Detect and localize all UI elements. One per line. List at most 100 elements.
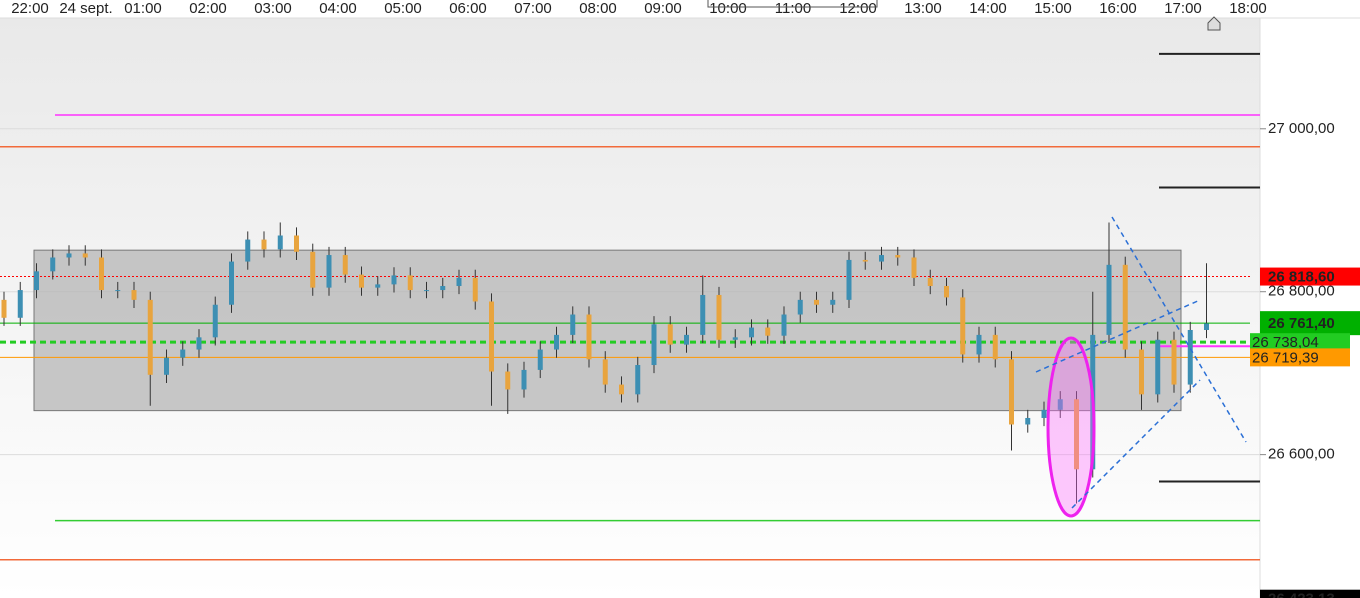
candle-body — [814, 299, 819, 305]
candle-body — [1025, 417, 1031, 425]
candle-body — [1204, 323, 1209, 330]
x-tick-label: 16:00 — [1099, 0, 1137, 17]
candle-body — [99, 257, 104, 291]
x-tick-label: 05:00 — [384, 0, 422, 17]
x-tick-label: 10:00 — [709, 0, 747, 17]
candle-body — [359, 274, 364, 288]
x-tick-label: 09:00 — [644, 0, 682, 17]
candle-body — [700, 294, 706, 335]
candle-body — [1009, 359, 1014, 425]
highlight-ellipse — [1046, 336, 1096, 518]
candle-body — [830, 299, 836, 305]
candle-body — [277, 235, 283, 250]
candle-body — [342, 255, 348, 275]
y-tick-label: 27 000,00 — [1268, 120, 1335, 137]
candle-body — [17, 290, 23, 318]
price-tag-label: 26 719,39 — [1252, 349, 1319, 366]
candle-body — [619, 384, 624, 395]
x-tick-label: 24 sept. — [59, 0, 112, 17]
candle-body — [960, 297, 966, 355]
price-tag-label: 26 423,13 — [1268, 591, 1335, 598]
range-box — [33, 249, 1182, 412]
candle-body — [456, 277, 462, 287]
x-tick-label: 07:00 — [514, 0, 552, 17]
candle-body — [635, 365, 641, 395]
y-tick-label: 26 800,00 — [1268, 283, 1335, 300]
candle-body — [554, 334, 559, 350]
x-tick-label: 01:00 — [124, 0, 162, 17]
candle-body — [310, 251, 316, 288]
x-tick-label: 11:00 — [775, 0, 811, 17]
candle-body — [976, 334, 982, 355]
candle-body — [424, 290, 429, 292]
x-tick-label: 12:00 — [839, 0, 877, 17]
candle-body — [196, 337, 202, 350]
candles — [1, 222, 1209, 504]
candle-body — [684, 334, 689, 345]
price-tag — [1260, 267, 1360, 286]
candle-body — [66, 253, 72, 258]
price-tag-label: 26 818,60 — [1268, 269, 1335, 286]
x-tick-label: 22:00 — [11, 0, 49, 17]
candle-body — [1, 299, 7, 318]
candle-body — [261, 239, 267, 250]
candle-body — [1171, 339, 1177, 385]
candle-body — [521, 369, 527, 390]
candle-body — [1074, 399, 1079, 470]
x-tick-label: 08:00 — [579, 0, 617, 17]
candle-body — [667, 324, 673, 345]
candle-body — [294, 235, 299, 252]
x-tick-label: 17:00 — [1164, 0, 1202, 17]
y-tick-label: 26 600,00 — [1268, 446, 1335, 463]
candle-body — [911, 257, 917, 278]
x-tick-label: 14:00 — [969, 0, 1007, 17]
x-tick-label: 13:00 — [904, 0, 942, 17]
price-tag-label: 26 738,04 — [1252, 334, 1319, 351]
candle-body — [797, 299, 803, 315]
price-tag — [1250, 348, 1350, 367]
candle-body — [586, 314, 592, 360]
x-tick-label: 02:00 — [189, 0, 227, 17]
price-tag — [1260, 311, 1360, 336]
candle-body — [992, 334, 998, 360]
home-icon[interactable] — [1207, 16, 1221, 31]
candle-body — [749, 327, 754, 338]
scrollbar[interactable] — [707, 0, 878, 8]
candle-body — [765, 327, 771, 336]
candle-body — [440, 286, 446, 291]
candle-body — [651, 324, 657, 366]
candle-body — [505, 371, 511, 390]
price-tag-label: 26 761,40 — [1268, 315, 1335, 332]
candle-body — [326, 255, 332, 288]
price-tag — [1260, 589, 1360, 598]
candle-body — [245, 239, 251, 262]
candle-body — [927, 277, 933, 287]
candle-body — [1139, 349, 1144, 395]
candle-body — [407, 275, 413, 291]
candle-body — [391, 275, 397, 285]
candle-body — [1187, 329, 1193, 385]
candle-body — [472, 277, 478, 302]
candle-body — [1106, 264, 1112, 335]
price-tag — [1250, 333, 1350, 352]
candle-body — [862, 259, 868, 262]
candle-body — [537, 349, 543, 370]
candle-body — [1057, 399, 1063, 410]
candle-body — [229, 261, 234, 305]
x-tick-label: 04:00 — [319, 0, 357, 17]
x-tick-label: 03:00 — [254, 0, 292, 17]
candle-body — [180, 349, 186, 358]
candle-body — [375, 284, 381, 288]
candle-body — [944, 286, 949, 298]
candle-body — [1155, 339, 1161, 395]
candle-body — [489, 301, 494, 372]
candle-body — [716, 294, 722, 340]
candle-body — [879, 255, 884, 262]
x-tick-label: 18:00 — [1229, 0, 1267, 17]
candle-body — [1122, 264, 1128, 350]
candle-body — [1041, 409, 1047, 418]
candle-body — [846, 259, 852, 300]
candle-body — [82, 253, 88, 258]
